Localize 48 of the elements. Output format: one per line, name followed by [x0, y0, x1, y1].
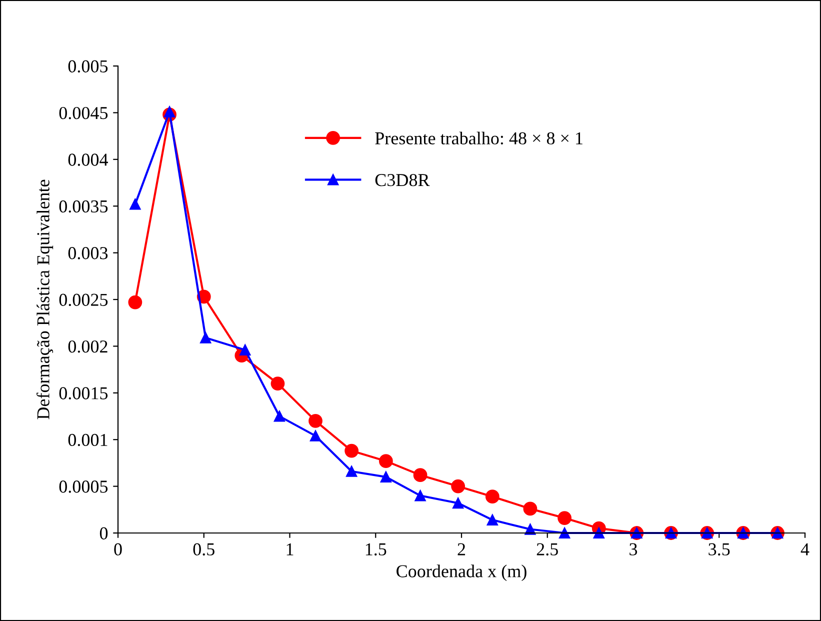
point	[558, 511, 572, 525]
point	[380, 471, 392, 483]
y-tick-label: 0.001	[68, 434, 108, 446]
y-tick-label: 0.0045	[59, 106, 108, 120]
y-axis-title: Deformação Plástica Equivalente	[36, 180, 54, 420]
point	[130, 198, 141, 210]
x-tick-label: 0	[114, 543, 122, 556]
y-tick-label: 0.0035	[59, 200, 108, 213]
point	[452, 498, 464, 509]
point	[524, 524, 536, 535]
y-tick-label: 0.0025	[59, 294, 108, 306]
x-tick-label: 3.5	[708, 543, 730, 556]
x-tick-label: 4	[800, 543, 810, 556]
legend-label: Presente trabalho: 48 × 8 × 1	[375, 132, 582, 144]
point	[240, 344, 251, 356]
point	[308, 414, 322, 428]
point	[378, 454, 393, 468]
point	[344, 444, 359, 458]
point	[414, 490, 426, 502]
point	[558, 527, 570, 539]
point	[270, 376, 285, 391]
y-tick-label: 0.005	[68, 60, 108, 73]
legend-label: C3D8R	[375, 174, 430, 186]
x-axis-title: Coordenada x (m)	[396, 564, 526, 582]
x-tick-label: 2	[458, 543, 466, 556]
point	[523, 502, 538, 516]
point	[128, 295, 142, 310]
point	[593, 527, 604, 539]
x-tick-label: 0.5	[193, 543, 214, 556]
x-tick-label: 3	[630, 543, 638, 556]
point	[413, 468, 428, 482]
point	[486, 514, 498, 526]
point	[274, 410, 285, 422]
x-tick-label: 1	[286, 543, 294, 556]
y-tick-label: 0.002	[68, 340, 108, 353]
y-tick-label: 0.003	[68, 247, 108, 260]
y-tick-label: 0.004	[68, 154, 108, 166]
point	[310, 430, 322, 442]
y-tick-label: 0.0015	[59, 387, 108, 400]
point	[346, 466, 358, 477]
point	[200, 332, 212, 344]
y-tick-label: 0	[100, 527, 108, 540]
point	[485, 490, 500, 504]
y-tick-label: 0.0005	[59, 480, 108, 493]
x-tick-label: 2.5	[536, 543, 558, 556]
point	[164, 106, 176, 118]
x-tick-label: 1.5	[366, 543, 386, 556]
point	[451, 479, 466, 494]
